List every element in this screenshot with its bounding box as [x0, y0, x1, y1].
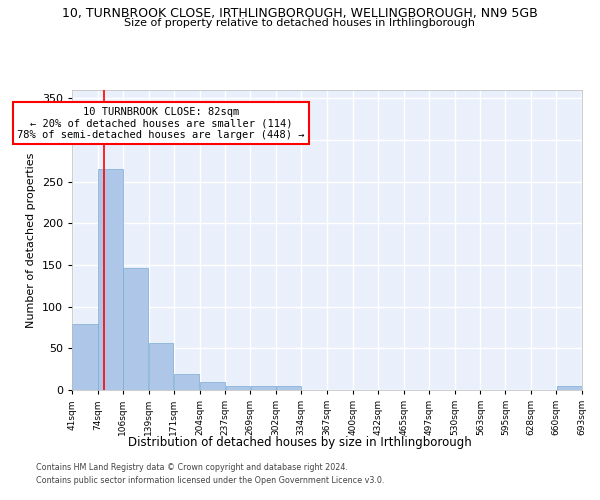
Bar	[123, 268, 148, 390]
Bar	[200, 382, 225, 390]
Text: Distribution of detached houses by size in Irthlingborough: Distribution of detached houses by size …	[128, 436, 472, 449]
Bar	[557, 386, 581, 390]
Bar	[277, 386, 301, 390]
Bar	[251, 386, 276, 390]
Bar	[73, 324, 97, 390]
Text: Contains HM Land Registry data © Crown copyright and database right 2024.: Contains HM Land Registry data © Crown c…	[36, 464, 348, 472]
Text: 10 TURNBROOK CLOSE: 82sqm
← 20% of detached houses are smaller (114)
78% of semi: 10 TURNBROOK CLOSE: 82sqm ← 20% of detac…	[17, 106, 305, 140]
Y-axis label: Number of detached properties: Number of detached properties	[26, 152, 36, 328]
Text: Size of property relative to detached houses in Irthlingborough: Size of property relative to detached ho…	[125, 18, 476, 28]
Text: 10, TURNBROOK CLOSE, IRTHLINGBOROUGH, WELLINGBOROUGH, NN9 5GB: 10, TURNBROOK CLOSE, IRTHLINGBOROUGH, WE…	[62, 8, 538, 20]
Bar	[226, 386, 250, 390]
Bar	[98, 169, 122, 390]
Bar	[149, 342, 173, 390]
Bar	[174, 374, 199, 390]
Text: Contains public sector information licensed under the Open Government Licence v3: Contains public sector information licen…	[36, 476, 385, 485]
